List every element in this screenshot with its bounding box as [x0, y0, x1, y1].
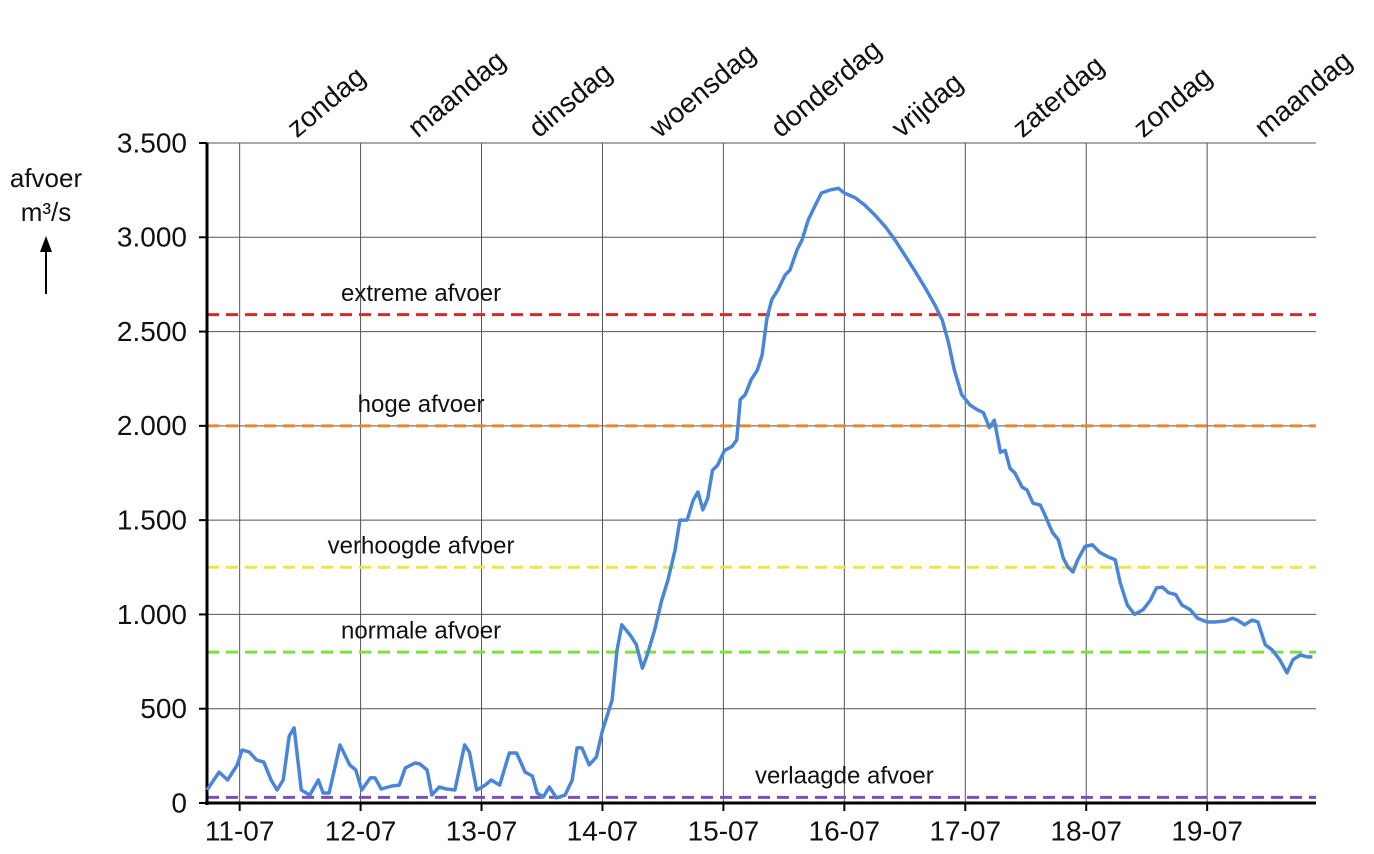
day-label: zaterdag: [1006, 49, 1109, 143]
threshold-label: extreme afvoer: [341, 280, 501, 307]
day-label: dinsdag: [523, 56, 618, 143]
day-label: zondag: [1127, 60, 1217, 143]
day-label: vrijdag: [885, 66, 968, 143]
y-tick-label: 0: [171, 787, 187, 818]
x-tick-label: 18-07: [1050, 815, 1122, 846]
x-tick-label: 17-07: [929, 815, 1001, 846]
x-tick-label: 15-07: [688, 815, 760, 846]
threshold-label: hoge afvoer: [358, 391, 485, 418]
y-tick-label: 2.500: [117, 316, 187, 347]
y-tick-label: 3.500: [117, 127, 187, 158]
y-tick-label: 1.000: [117, 599, 187, 630]
y-tick-label: 1.500: [117, 505, 187, 536]
y-axis-label: afvoer: [10, 163, 83, 193]
day-label: maandag: [1248, 44, 1357, 143]
x-tick-label: 16-07: [809, 815, 881, 846]
y-tick-label: 3.000: [117, 222, 187, 253]
day-label: woensdag: [643, 37, 761, 143]
x-tick-label: 14-07: [567, 815, 639, 846]
day-label: donderdag: [765, 33, 888, 143]
x-tick-label: 11-07: [205, 815, 275, 846]
day-label: maandag: [402, 44, 511, 143]
x-tick-label: 12-07: [325, 815, 397, 846]
y-tick-label: 2.000: [117, 410, 187, 441]
threshold-label: verlaagde afvoer: [755, 763, 934, 790]
data-line: [205, 186, 1313, 800]
y-axis-unit: m³/s: [21, 197, 72, 227]
y-axis-arrowhead: [40, 236, 52, 252]
x-tick-label: 19-07: [1171, 815, 1243, 846]
y-tick-label: 500: [140, 693, 187, 724]
threshold-label: verhoogde afvoer: [328, 533, 515, 560]
x-tick-label: 13-07: [446, 815, 518, 846]
threshold-label: normale afvoer: [341, 617, 501, 644]
day-label: zondag: [281, 60, 371, 143]
